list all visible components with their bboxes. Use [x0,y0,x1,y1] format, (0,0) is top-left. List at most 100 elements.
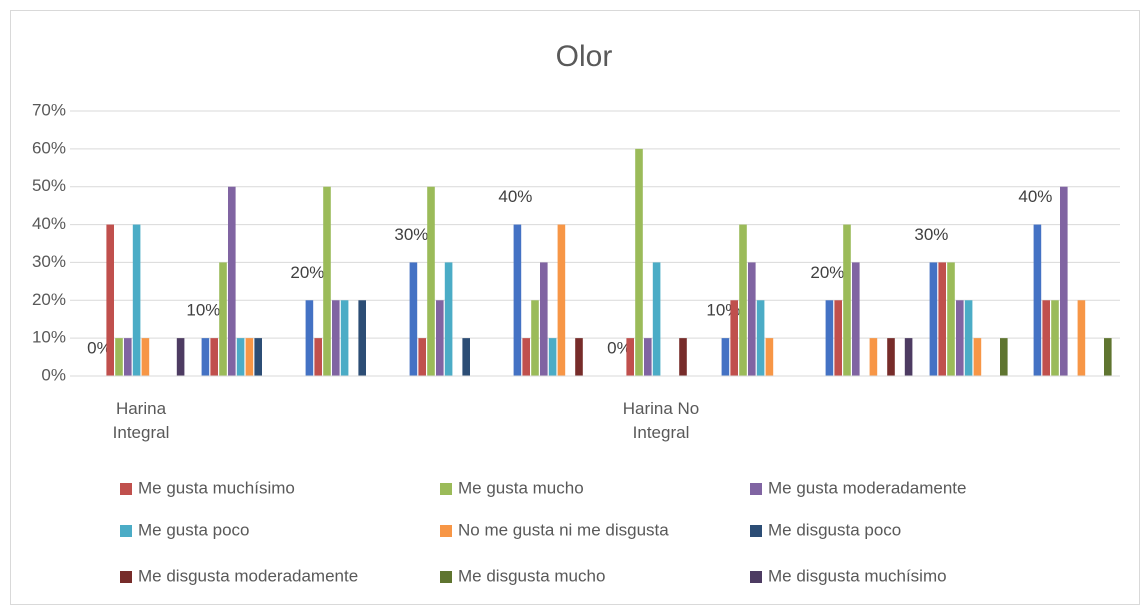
bar [1051,300,1059,376]
bar [124,338,132,376]
y-tick-label: 10% [32,328,66,347]
bar [765,338,774,376]
legend-swatch [750,571,762,583]
legend-label: Me disgusta muchísimo [768,566,947,585]
bar [721,338,730,376]
legend-label: No me gusta ni me disgusta [458,520,669,539]
bar [540,262,548,376]
legend-swatch [120,525,132,537]
bar [557,224,566,376]
bar [1000,338,1008,376]
bar [548,338,557,376]
bar [938,262,946,376]
legend-swatch [120,571,132,583]
data-label: 30% [914,225,948,244]
legend-swatch [750,483,762,495]
legend-label: Me disgusta poco [768,520,901,539]
bar [1033,224,1042,376]
bar [1077,300,1086,376]
bar [210,338,218,376]
bar [427,186,435,376]
bar [964,300,973,376]
bar [236,338,245,376]
y-tick-label: 60% [32,138,66,157]
data-label: 30% [394,225,428,244]
data-label: 40% [498,187,532,206]
bar [219,262,227,376]
bar [332,300,340,376]
legend-swatch [440,525,452,537]
bar [245,338,254,376]
bar [635,148,643,376]
bar [254,338,262,376]
bar [748,262,756,376]
bar [679,338,687,376]
bar [852,262,860,376]
x-tick-label: Harina Integral [112,399,170,442]
y-tick-label: 30% [32,252,66,271]
bar [444,262,453,376]
bar [228,186,236,376]
bar [358,300,366,376]
y-tick-label: 0% [41,365,66,384]
legend-label: Me gusta muchísimo [138,478,295,497]
bar [314,338,322,376]
bar [462,338,470,376]
bar [115,338,123,376]
bar [904,338,913,376]
bar [626,338,634,376]
bar [575,338,583,376]
bar [340,300,349,376]
bar [323,186,331,376]
data-label: 10% [186,301,220,320]
data-label: 20% [290,263,324,282]
bar [756,300,765,376]
bar [739,224,747,376]
y-tick-label: 20% [32,290,66,309]
legend-label: Me gusta moderadamente [768,478,966,497]
bar [436,300,444,376]
bar [409,262,418,376]
bar [825,300,834,376]
bar [652,262,661,376]
bar [929,262,938,376]
legend-swatch [120,483,132,495]
data-label: 20% [810,263,844,282]
chart-title: Olor [556,40,613,73]
bar [869,338,878,376]
bar [887,338,895,376]
bar [201,338,210,376]
bar [834,300,842,376]
bar [305,300,314,376]
bar [418,338,426,376]
bar [1042,300,1050,376]
legend-label: Me disgusta mucho [458,566,605,585]
bar [1060,186,1068,376]
bar [522,338,530,376]
legend-swatch [440,483,452,495]
bar [132,224,141,376]
legend-swatch [440,571,452,583]
bar [973,338,982,376]
x-tick-label: Harina No Integral [622,399,700,442]
legend-swatch [750,525,762,537]
y-tick-label: 40% [32,214,66,233]
y-tick-label: 50% [32,176,66,195]
bar [531,300,539,376]
bar [513,224,522,376]
legend-label: Me gusta mucho [458,478,584,497]
bar [1104,338,1112,376]
bar [106,224,114,376]
y-tick-label: 70% [32,100,66,119]
data-label: 0% [87,338,112,357]
bar [730,300,738,376]
data-label: 40% [1018,187,1052,206]
bar [956,300,964,376]
data-label: 0% [607,338,632,357]
legend-label: Me disgusta moderadamente [138,566,358,585]
bar [176,338,185,376]
bar [644,338,652,376]
bar [843,224,851,376]
